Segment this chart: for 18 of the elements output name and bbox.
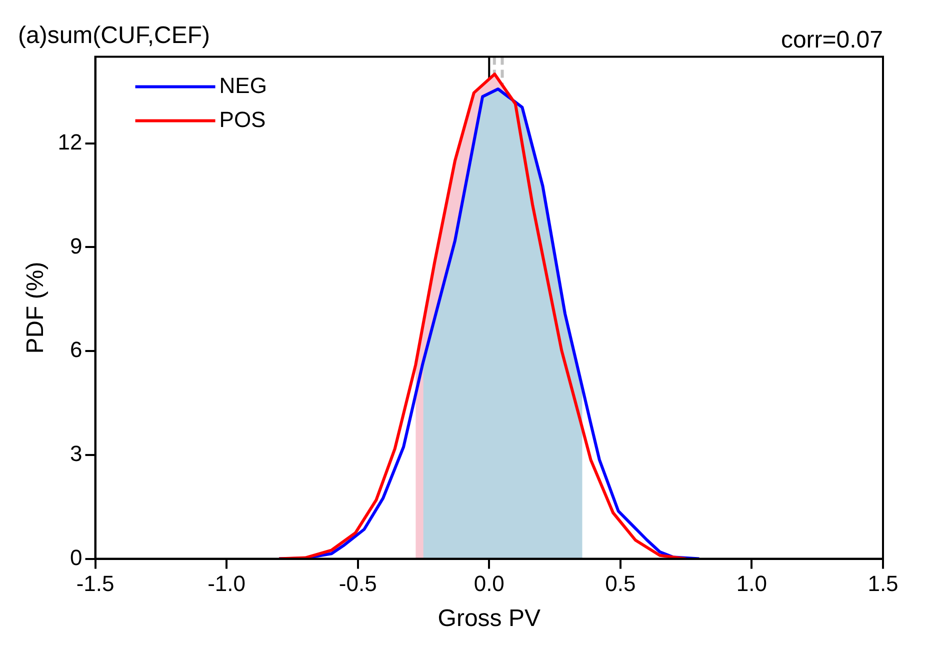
y-tick-label: 12 bbox=[58, 129, 82, 154]
chart-title: (a)sum(CUF,CEF) bbox=[18, 22, 210, 50]
x-axis-title: Gross PV bbox=[438, 605, 540, 632]
x-tick-label: -1.5 bbox=[76, 571, 114, 596]
y-tick-label: 6 bbox=[70, 337, 82, 362]
y-tick-label: 3 bbox=[70, 441, 82, 466]
y-tick-label: 9 bbox=[70, 233, 82, 258]
x-tick-label: 0.5 bbox=[605, 571, 636, 596]
x-tick-label: 1.0 bbox=[736, 571, 768, 596]
y-tick-label: 0 bbox=[70, 544, 82, 570]
x-tick-label: 1.5 bbox=[868, 571, 898, 596]
legend-label: NEG bbox=[219, 72, 267, 98]
x-tick-label: 0.0 bbox=[474, 571, 504, 596]
x-tick-label: -1.0 bbox=[208, 571, 246, 596]
y-axis-title: PDF (%) bbox=[22, 262, 50, 354]
x-tick-label: -0.5 bbox=[338, 571, 377, 596]
text: corr=0.07 bbox=[780, 26, 883, 54]
legend-label: POS bbox=[219, 106, 266, 132]
